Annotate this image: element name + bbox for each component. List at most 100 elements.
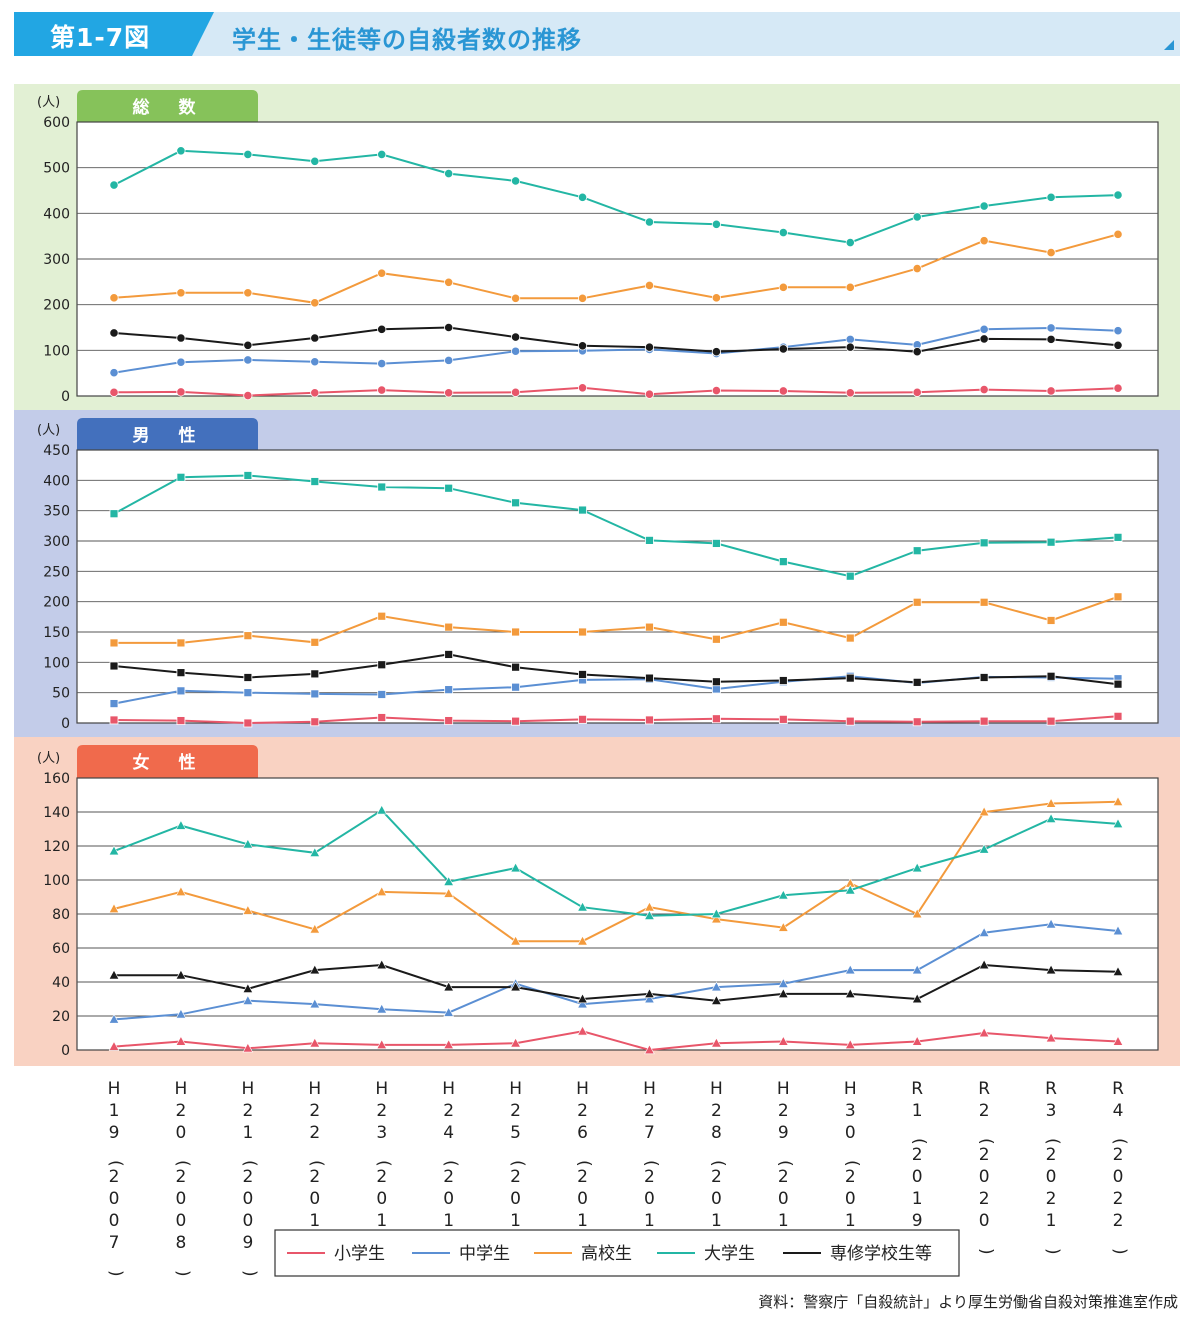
data-point-female — [108, 1040, 120, 1051]
y-tick-label-female: 80 — [52, 907, 70, 923]
data-point-total — [109, 368, 119, 378]
data-point-male — [912, 597, 922, 607]
data-point-female — [711, 908, 722, 919]
data-point-female — [242, 904, 254, 915]
legend-label: 高校生 — [581, 1244, 632, 1264]
data-point-female — [778, 889, 789, 900]
data-point-male — [511, 682, 521, 692]
y-tick-label-total: 200 — [43, 298, 70, 314]
data-point-female — [1045, 813, 1057, 823]
data-point-male — [444, 622, 454, 632]
data-point-total — [444, 169, 454, 179]
data-point-female — [1112, 818, 1124, 829]
data-point-female — [778, 921, 789, 932]
y-tick-label-female: 140 — [43, 805, 70, 821]
data-point-female — [175, 969, 187, 980]
data-point-total — [644, 389, 655, 399]
data-point-male — [712, 634, 721, 644]
data-point-total — [577, 293, 588, 303]
y-tick-label-male: 50 — [52, 686, 70, 702]
data-point-total — [243, 340, 253, 350]
data-point-total — [778, 344, 788, 354]
data-point-total — [644, 217, 655, 227]
data-point-total — [1046, 192, 1056, 202]
series-line-female — [114, 963, 1119, 1002]
panel-tab-total — [77, 90, 258, 122]
data-point-total — [577, 192, 588, 202]
data-point-male — [1046, 671, 1056, 681]
data-point-total — [109, 328, 119, 338]
data-point-female — [510, 1037, 521, 1048]
data-point-male — [778, 714, 788, 724]
y-tick-label-total: 400 — [43, 206, 70, 222]
data-point-total — [912, 387, 922, 397]
panel-label-male: 男 性 — [133, 425, 202, 446]
y-tick-label-male: 400 — [43, 473, 70, 489]
data-point-total — [176, 288, 186, 298]
data-point-male — [176, 668, 186, 678]
data-point-female — [577, 1025, 588, 1036]
series-line-total — [113, 326, 1119, 353]
data-point-female — [376, 959, 388, 970]
data-point-male — [243, 673, 253, 682]
data-point-total — [1113, 229, 1123, 239]
data-point-female — [644, 993, 655, 1004]
data-point-male — [310, 477, 320, 486]
data-point-female — [978, 927, 990, 937]
y-tick-label-total: 600 — [43, 115, 70, 131]
panel-male: 男 性 (人) 0 50 100 150 200 250 300 350 400 450 — [37, 418, 1159, 732]
data-point-female — [108, 969, 120, 980]
data-point-total — [577, 341, 588, 351]
data-point-male — [109, 509, 119, 519]
data-point-total — [176, 387, 186, 397]
data-point-female — [309, 998, 321, 1009]
series-line-total — [113, 326, 1119, 374]
data-point-male — [712, 684, 721, 694]
data-point-male — [377, 713, 387, 722]
data-point-total — [979, 236, 989, 246]
data-point-female — [978, 806, 990, 817]
legend-label: 専修学校生等 — [830, 1244, 932, 1264]
data-point-male — [1113, 532, 1123, 542]
data-point-total — [176, 333, 186, 343]
y-tick-label-male: 100 — [43, 655, 70, 671]
data-point-total — [912, 347, 922, 357]
data-point-male — [1113, 592, 1123, 602]
data-point-male — [645, 673, 654, 683]
data-point-female — [510, 862, 521, 873]
data-point-female — [577, 998, 588, 1009]
x-tick-label: R 3(2 0 2 1) — [1043, 1079, 1063, 1255]
data-point-female — [911, 1035, 923, 1046]
data-point-total — [711, 385, 722, 396]
data-point-total — [109, 387, 119, 397]
series-line-male — [113, 474, 1119, 578]
data-point-male — [176, 638, 186, 648]
data-point-female — [778, 1035, 789, 1046]
data-point-male — [1113, 679, 1123, 689]
data-point-female — [844, 1039, 856, 1049]
data-point-male — [109, 715, 119, 725]
data-point-male — [979, 716, 989, 726]
data-point-total — [845, 237, 855, 248]
y-tick-label-female: 160 — [43, 771, 70, 787]
data-point-total — [1046, 334, 1056, 344]
data-point-total — [444, 355, 454, 365]
data-point-total — [1113, 383, 1123, 393]
data-point-female — [911, 908, 923, 919]
legend-box — [274, 1229, 960, 1277]
y-tick-label-total: 300 — [43, 252, 70, 268]
data-point-female — [443, 1039, 454, 1049]
data-point-total — [778, 386, 788, 396]
figure-title: 学生・生徒等の自殺者数の推移 — [232, 26, 582, 54]
panel-label-female: 女 性 — [133, 752, 202, 773]
data-point-female — [1045, 797, 1057, 808]
data-point-female — [911, 964, 923, 975]
data-point-female — [242, 995, 254, 1005]
data-point-male — [979, 673, 989, 682]
legend: 小学生 中学生 高校生 大学生 専修学校生等 — [274, 1229, 960, 1277]
y-tick-label-male: 300 — [43, 534, 70, 550]
data-point-female — [978, 1027, 990, 1038]
panel-tab-female — [77, 745, 258, 778]
data-point-male — [444, 716, 454, 725]
